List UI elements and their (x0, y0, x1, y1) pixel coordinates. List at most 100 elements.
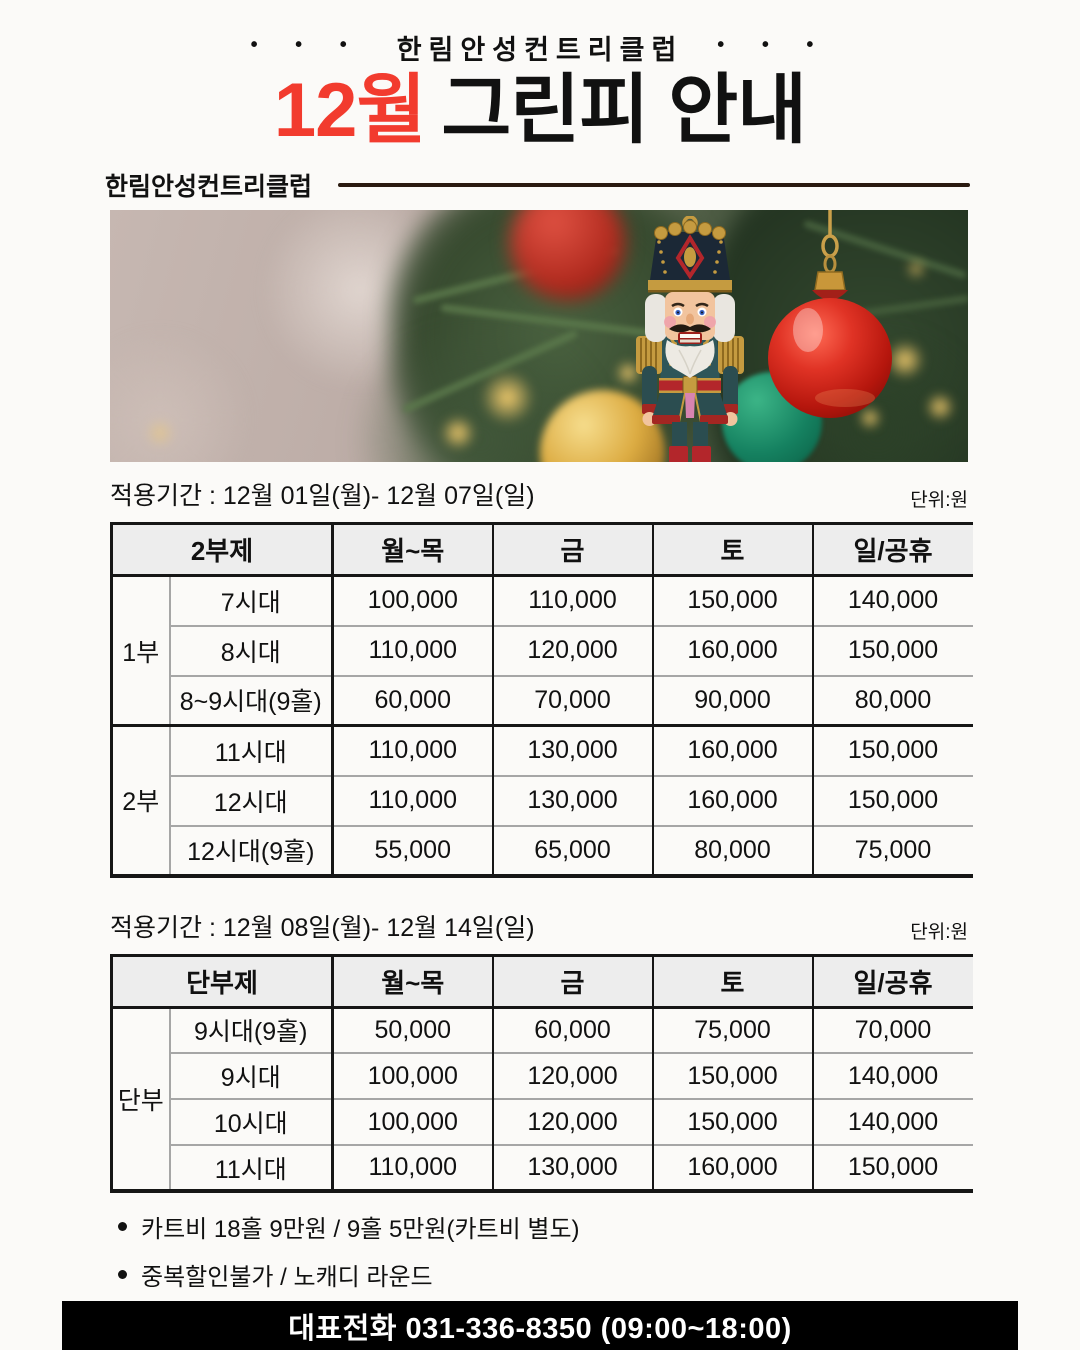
col-header-sat: 토 (651, 955, 813, 1009)
price-cell: 160,000 (651, 724, 813, 776)
price-cell: 50,000 (374, 1015, 451, 1044)
price-cell: 120,000 (491, 1098, 653, 1145)
title-rest: 그린피 안내 (441, 68, 807, 153)
blurred-red-ornament (510, 210, 625, 300)
price-cell: 100,000 (332, 1098, 493, 1145)
bullet-icon (118, 1222, 127, 1231)
price-cell: 110,000 (332, 774, 493, 826)
price-cell: 120,000 (491, 624, 653, 676)
price-cell: 100,000 (367, 586, 458, 615)
price-cell: 70,000 (491, 674, 653, 726)
price-cell: 110,000 (332, 724, 493, 776)
gold-bokeh-light (858, 406, 882, 430)
nutcracker-illustration (636, 216, 744, 462)
price-cell: 65,000 (491, 824, 653, 876)
price-cell: 110,000 (491, 575, 653, 626)
period-label: 적용기간 : 12월 08일(월)- 12월 14일(일) (110, 913, 535, 942)
price-cell: 60,000 (491, 1007, 653, 1053)
price-cell: 160,000 (651, 624, 813, 676)
group-label: 단부 (111, 1007, 171, 1191)
price-cell: 150,000 (651, 1052, 813, 1099)
table-row: 단부 9시대(9홀) 50,000 60,000 75,000 70,000 (111, 1007, 973, 1191)
table-row: 9시대 100,000 120,000 150,000 140,000 (112, 1052, 973, 1099)
club-label: 한림안성컨트리클럽 (105, 173, 313, 201)
table-row: 8~9시대(9홀) 60,000 70,000 90,000 80,000 (112, 674, 973, 726)
note-text: 중복할인불가 / 노캐디 라운드 (141, 1264, 433, 1291)
price-cell: 60,000 (332, 674, 493, 726)
table-header-row: 단부제 월~목 금 토 일/공휴 (111, 955, 973, 1009)
table-header-row: 2부제 월~목 금 토 일/공휴 (111, 523, 973, 577)
price-cell: 160,000 (651, 1144, 813, 1191)
price-cell: 150,000 (811, 774, 973, 826)
table-row: 1부 7시대 100,000 110,000 150,000 140,000 (111, 575, 973, 726)
title-month: 12월 (273, 68, 426, 153)
col-header-sat: 토 (651, 523, 813, 577)
price-cell: 140,000 (811, 1052, 973, 1099)
time-slot: 7시대 (169, 575, 334, 626)
group-label: 1부 (111, 575, 171, 726)
page-title: 12월 그린피 안내 (0, 73, 1080, 149)
price-cell: 80,000 (651, 824, 813, 876)
time-slot: 8시대 (169, 624, 334, 676)
price-cell: 75,000 (651, 1007, 813, 1053)
footer-phone-bar: 대표전화 031-336-8350 (09:00~18:00) (62, 1301, 1018, 1350)
price-cell: 90,000 (651, 674, 813, 726)
price-cell: 120,000 (491, 1052, 653, 1099)
price-cell: 140,000 (811, 575, 973, 626)
price-cell: 150,000 (651, 1098, 813, 1145)
table-row: 10시대 100,000 120,000 150,000 140,000 (112, 1098, 973, 1145)
col-header-monthu: 월~목 (331, 955, 493, 1009)
time-slot: 10시대 (169, 1098, 335, 1145)
time-slot: 11시대 (169, 1144, 335, 1191)
price-cell: 130,000 (491, 774, 653, 826)
price-table-week1: 2부제 월~목 금 토 일/공휴 1부 7시대 100,000 110,000 … (110, 522, 973, 878)
price-cell: 55,000 (332, 824, 493, 876)
col-header-sunhol: 일/공휴 (811, 955, 973, 1009)
price-cell: 150,000 (811, 724, 973, 776)
price-cell: 150,000 (811, 624, 973, 676)
table-row: 2부 11시대 110,000 130,000 160,000 150,000 (111, 724, 973, 876)
price-cell: 130,000 (491, 1144, 653, 1191)
christmas-hero-image (110, 210, 968, 462)
time-slot: 9시대(9홀) (169, 1007, 335, 1053)
col-header-monthu: 월~목 (331, 523, 493, 577)
note-item: 중복할인불가 / 노캐디 라운드 (118, 1257, 968, 1292)
club-label-row: 한림안성컨트리클럽 (105, 167, 970, 203)
gold-bokeh-light (480, 370, 535, 425)
gold-bokeh-light (145, 418, 175, 448)
price-cell: 150,000 (651, 575, 813, 626)
period-row-week2: 적용기간 : 12월 08일(월)- 12월 14일(일) 단위:원 (110, 908, 968, 944)
time-slot: 9시대 (169, 1052, 335, 1099)
price-cell: 110,000 (332, 624, 493, 676)
time-slot: 11시대 (169, 724, 334, 776)
col-header-system: 단부제 (111, 955, 333, 1009)
col-header-fri: 금 (491, 523, 653, 577)
price-cell: 110,000 (332, 1144, 493, 1191)
table-row: 8시대 110,000 120,000 160,000 150,000 (112, 624, 973, 676)
price-cell: 100,000 (332, 1052, 493, 1099)
red-ornament-illustration (768, 210, 892, 418)
table-row: 12시대 110,000 130,000 160,000 150,000 (112, 774, 973, 826)
col-header-system: 2부제 (111, 523, 333, 577)
gold-bokeh-light (905, 258, 927, 280)
price-cell: 160,000 (651, 774, 813, 826)
period-label: 적용기간 : 12월 01일(월)- 12월 07일(일) (110, 482, 535, 510)
footer-phone-text: 대표전화 031-336-8350 (09:00~18:00) (288, 1312, 792, 1345)
time-slot: 8~9시대(9홀) (169, 674, 334, 726)
bokeh-light (110, 330, 250, 462)
unit-label: 단위:원 (910, 490, 968, 511)
price-table-week2: 단부제 월~목 금 토 일/공휴 단부 9시대(9홀) 50,000 60,00… (110, 953, 973, 1193)
col-header-fri: 금 (491, 955, 653, 1009)
table-row: 11시대 110,000 130,000 160,000 150,000 (112, 1144, 973, 1191)
price-cell: 75,000 (811, 824, 973, 876)
price-cell: 130,000 (491, 724, 653, 776)
group-label: 2부 (111, 724, 171, 876)
bullet-icon (118, 1270, 127, 1279)
price-cell: 80,000 (811, 674, 973, 726)
time-slot: 12시대(9홀) (169, 824, 334, 876)
gold-bokeh-light (925, 392, 955, 422)
price-cell: 70,000 (811, 1007, 973, 1053)
price-cell: 140,000 (811, 1098, 973, 1145)
note-text: 카트비 18홀 9만원 / 9홀 5만원(카트비 별도) (141, 1216, 580, 1243)
